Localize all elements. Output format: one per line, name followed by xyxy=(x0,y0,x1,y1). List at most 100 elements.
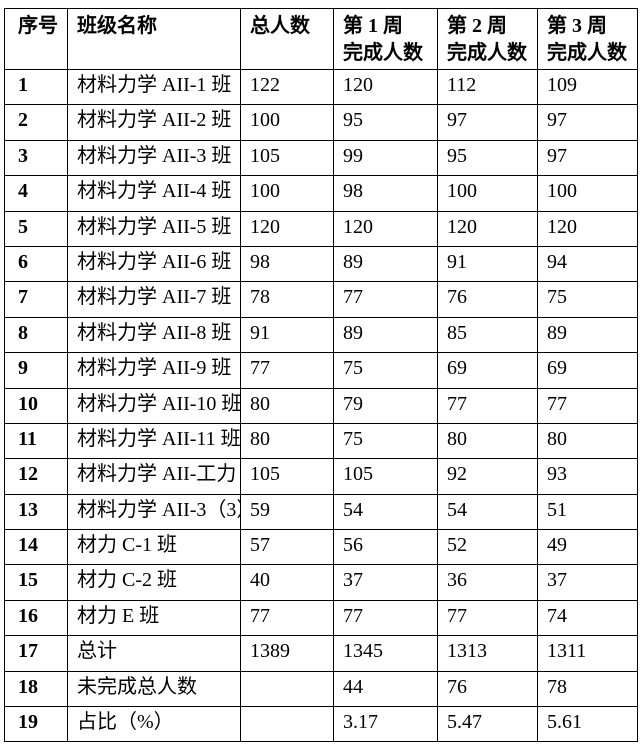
header-week2-line2: 完成人数 xyxy=(447,42,527,64)
cell-total-count: 77 xyxy=(240,599,334,637)
cell-week3-completed: 51 xyxy=(537,493,638,531)
table-row: 1 材料力学 AII-1 班 122 120 112 109 xyxy=(4,68,638,106)
cell-total-count: 100 xyxy=(240,175,334,212)
cell-week2-completed: 52 xyxy=(437,529,538,566)
header-week1-line1: 第 1 周 xyxy=(343,15,403,37)
cell-week2-completed: 120 xyxy=(437,210,538,247)
cell-week3-completed: 93 xyxy=(537,458,638,495)
cell-total-count: 77 xyxy=(240,352,334,389)
cell-serial: 13 xyxy=(4,493,68,531)
cell-week1-completed: 75 xyxy=(333,352,438,389)
cell-week2-completed: 97 xyxy=(437,104,538,141)
cell-week1-completed: 105 xyxy=(333,458,438,495)
cell-total-count: 105 xyxy=(240,458,334,495)
cell-total-count: 57 xyxy=(240,529,334,566)
cell-total-count: 80 xyxy=(240,422,334,460)
table-row: 7 材料力学 AII-7 班 78 77 76 75 xyxy=(4,281,638,318)
cell-serial: 3 xyxy=(4,139,68,177)
cell-week2-completed: 76 xyxy=(437,670,538,708)
header-week2-completed: 第 2 周 完成人数 xyxy=(437,8,538,70)
cell-serial: 15 xyxy=(4,564,68,601)
cell-week3-completed: 78 xyxy=(537,670,638,708)
cell-week2-completed: 77 xyxy=(437,387,538,424)
table-row: 15 材力 C-2 班 40 37 36 37 xyxy=(4,564,638,601)
cell-week1-completed: 54 xyxy=(333,493,438,531)
cell-week3-completed: 77 xyxy=(537,387,638,424)
cell-week1-completed: 98 xyxy=(333,175,438,212)
cell-week2-completed: 76 xyxy=(437,281,538,318)
table-row: 2 材料力学 AII-2 班 100 95 97 97 xyxy=(4,104,638,141)
cell-week3-completed: 97 xyxy=(537,139,638,177)
class-completion-table: 序号 班级名称 总人数 第 1 周 完成人数 第 2 周 完成人数 第 3 周 … xyxy=(4,8,638,743)
table-row: 19 占比（%） 3.17 5.47 5.61 xyxy=(4,706,638,743)
cell-week1-completed: 99 xyxy=(333,139,438,177)
cell-week2-completed: 112 xyxy=(437,68,538,106)
cell-class-name: 材料力学 AII-11 班 xyxy=(67,422,241,460)
cell-week1-completed: 1345 xyxy=(333,635,438,672)
cell-total-count: 80 xyxy=(240,387,334,424)
cell-class-name: 材料力学 AII-2 班 xyxy=(67,104,241,141)
header-class-name: 班级名称 xyxy=(67,8,241,70)
cell-serial: 16 xyxy=(4,599,68,637)
cell-total-count: 100 xyxy=(240,104,334,141)
cell-week1-completed: 3.17 xyxy=(333,706,438,743)
cell-serial: 7 xyxy=(4,281,68,318)
cell-week1-completed: 56 xyxy=(333,529,438,566)
cell-week1-completed: 89 xyxy=(333,316,438,354)
header-week3-line1: 第 3 周 xyxy=(547,15,607,37)
cell-week2-completed: 92 xyxy=(437,458,538,495)
cell-week3-completed: 74 xyxy=(537,599,638,637)
cell-class-name: 材料力学 AII-3（3） xyxy=(67,493,241,531)
cell-week2-completed: 54 xyxy=(437,493,538,531)
header-serial: 序号 xyxy=(4,8,68,70)
cell-week3-completed: 75 xyxy=(537,281,638,318)
header-row: 序号 班级名称 总人数 第 1 周 完成人数 第 2 周 完成人数 第 3 周 … xyxy=(4,8,638,70)
cell-class-name: 材料力学 AII-10 班 xyxy=(67,387,241,424)
table-body: 1 材料力学 AII-1 班 122 120 112 109 2 材料力学 AI… xyxy=(4,68,638,743)
cell-week2-completed: 69 xyxy=(437,352,538,389)
table-row: 11 材料力学 AII-11 班 80 75 80 80 xyxy=(4,422,638,460)
cell-serial: 1 xyxy=(4,68,68,106)
cell-class-name: 占比（%） xyxy=(67,706,241,743)
cell-week3-completed: 69 xyxy=(537,352,638,389)
cell-total-count: 122 xyxy=(240,68,334,106)
cell-week1-completed: 77 xyxy=(333,599,438,637)
table-row: 17 总计 1389 1345 1313 1311 xyxy=(4,635,638,672)
table-row: 18 未完成总人数 44 76 78 xyxy=(4,670,638,708)
cell-class-name: 材力 C-2 班 xyxy=(67,564,241,601)
cell-total-count: 1389 xyxy=(240,635,334,672)
cell-class-name: 材力 E 班 xyxy=(67,599,241,637)
cell-serial: 10 xyxy=(4,387,68,424)
table-row: 8 材料力学 AII-8 班 91 89 85 89 xyxy=(4,316,638,354)
cell-week2-completed: 95 xyxy=(437,139,538,177)
cell-week3-completed: 94 xyxy=(537,245,638,283)
cell-class-name: 材料力学 AII-4 班 xyxy=(67,175,241,212)
cell-serial: 11 xyxy=(4,422,68,460)
cell-serial: 14 xyxy=(4,529,68,566)
cell-serial: 18 xyxy=(4,670,68,708)
cell-serial: 6 xyxy=(4,245,68,283)
cell-class-name: 材料力学 AII-5 班 xyxy=(67,210,241,247)
table-row: 16 材力 E 班 77 77 77 74 xyxy=(4,599,638,637)
cell-serial: 5 xyxy=(4,210,68,247)
table-row: 9 材料力学 AII-9 班 77 75 69 69 xyxy=(4,352,638,389)
cell-serial: 19 xyxy=(4,706,68,743)
table-row: 13 材料力学 AII-3（3） 59 54 54 51 xyxy=(4,493,638,531)
cell-class-name: 未完成总人数 xyxy=(67,670,241,708)
cell-serial: 8 xyxy=(4,316,68,354)
cell-class-name: 材料力学 AII-7 班 xyxy=(67,281,241,318)
table-row: 5 材料力学 AII-5 班 120 120 120 120 xyxy=(4,210,638,247)
header-week1-line2: 完成人数 xyxy=(343,42,423,64)
cell-class-name: 材料力学 AII-6 班 xyxy=(67,245,241,283)
cell-total-count: 98 xyxy=(240,245,334,283)
header-week2-line1: 第 2 周 xyxy=(447,15,507,37)
cell-week2-completed: 80 xyxy=(437,422,538,460)
cell-class-name: 材料力学 AII-1 班 xyxy=(67,68,241,106)
cell-week1-completed: 95 xyxy=(333,104,438,141)
table-row: 10 材料力学 AII-10 班 80 79 77 77 xyxy=(4,387,638,424)
table-row: 14 材力 C-1 班 57 56 52 49 xyxy=(4,529,638,566)
cell-total-count: 91 xyxy=(240,316,334,354)
cell-week3-completed: 5.61 xyxy=(537,706,638,743)
cell-week3-completed: 1311 xyxy=(537,635,638,672)
